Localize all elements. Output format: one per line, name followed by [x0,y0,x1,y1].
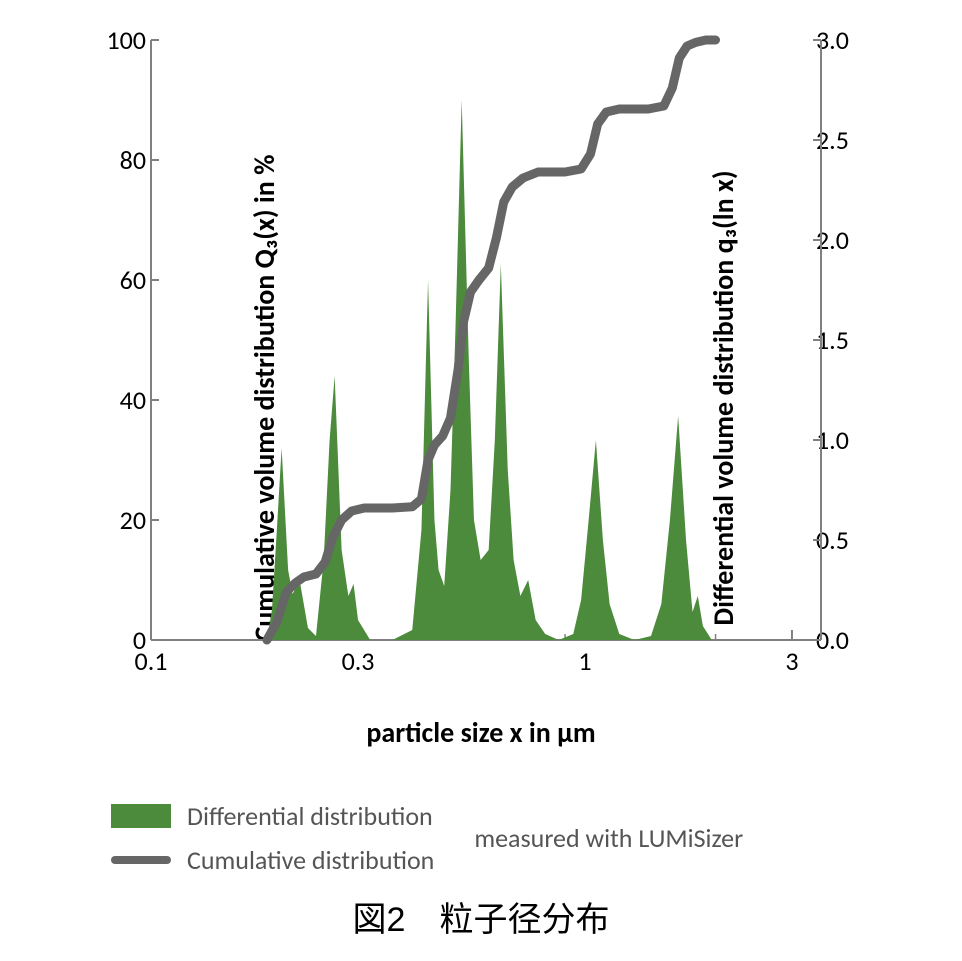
legend: Differential distribution Cumulative dis… [51,800,911,876]
y1-ticks: 020406080100 [106,40,146,640]
legend-swatch-area [111,804,171,828]
legend-row-cumulative: Cumulative distribution [111,844,434,876]
legend-row-differential: Differential distribution [111,800,434,832]
legend-label-cum: Cumulative distribution [187,844,434,876]
chart-container: Cumulative volume distribution Q₃(x) in … [21,20,941,790]
plot-area [151,40,821,640]
x-axis-label: particle size x in µm [366,715,595,750]
y2-ticks: 0.00.51.01.52.02.53.0 [816,40,861,640]
legend-label-diff: Differential distribution [187,800,433,832]
figure-caption: 図2 粒子径分布 [20,892,942,941]
chart-svg [151,40,821,640]
x-ticks: 0.10.313 [151,645,821,685]
legend-swatch-line [111,856,171,864]
legend-note: measured with LUMiSizer [474,822,743,854]
